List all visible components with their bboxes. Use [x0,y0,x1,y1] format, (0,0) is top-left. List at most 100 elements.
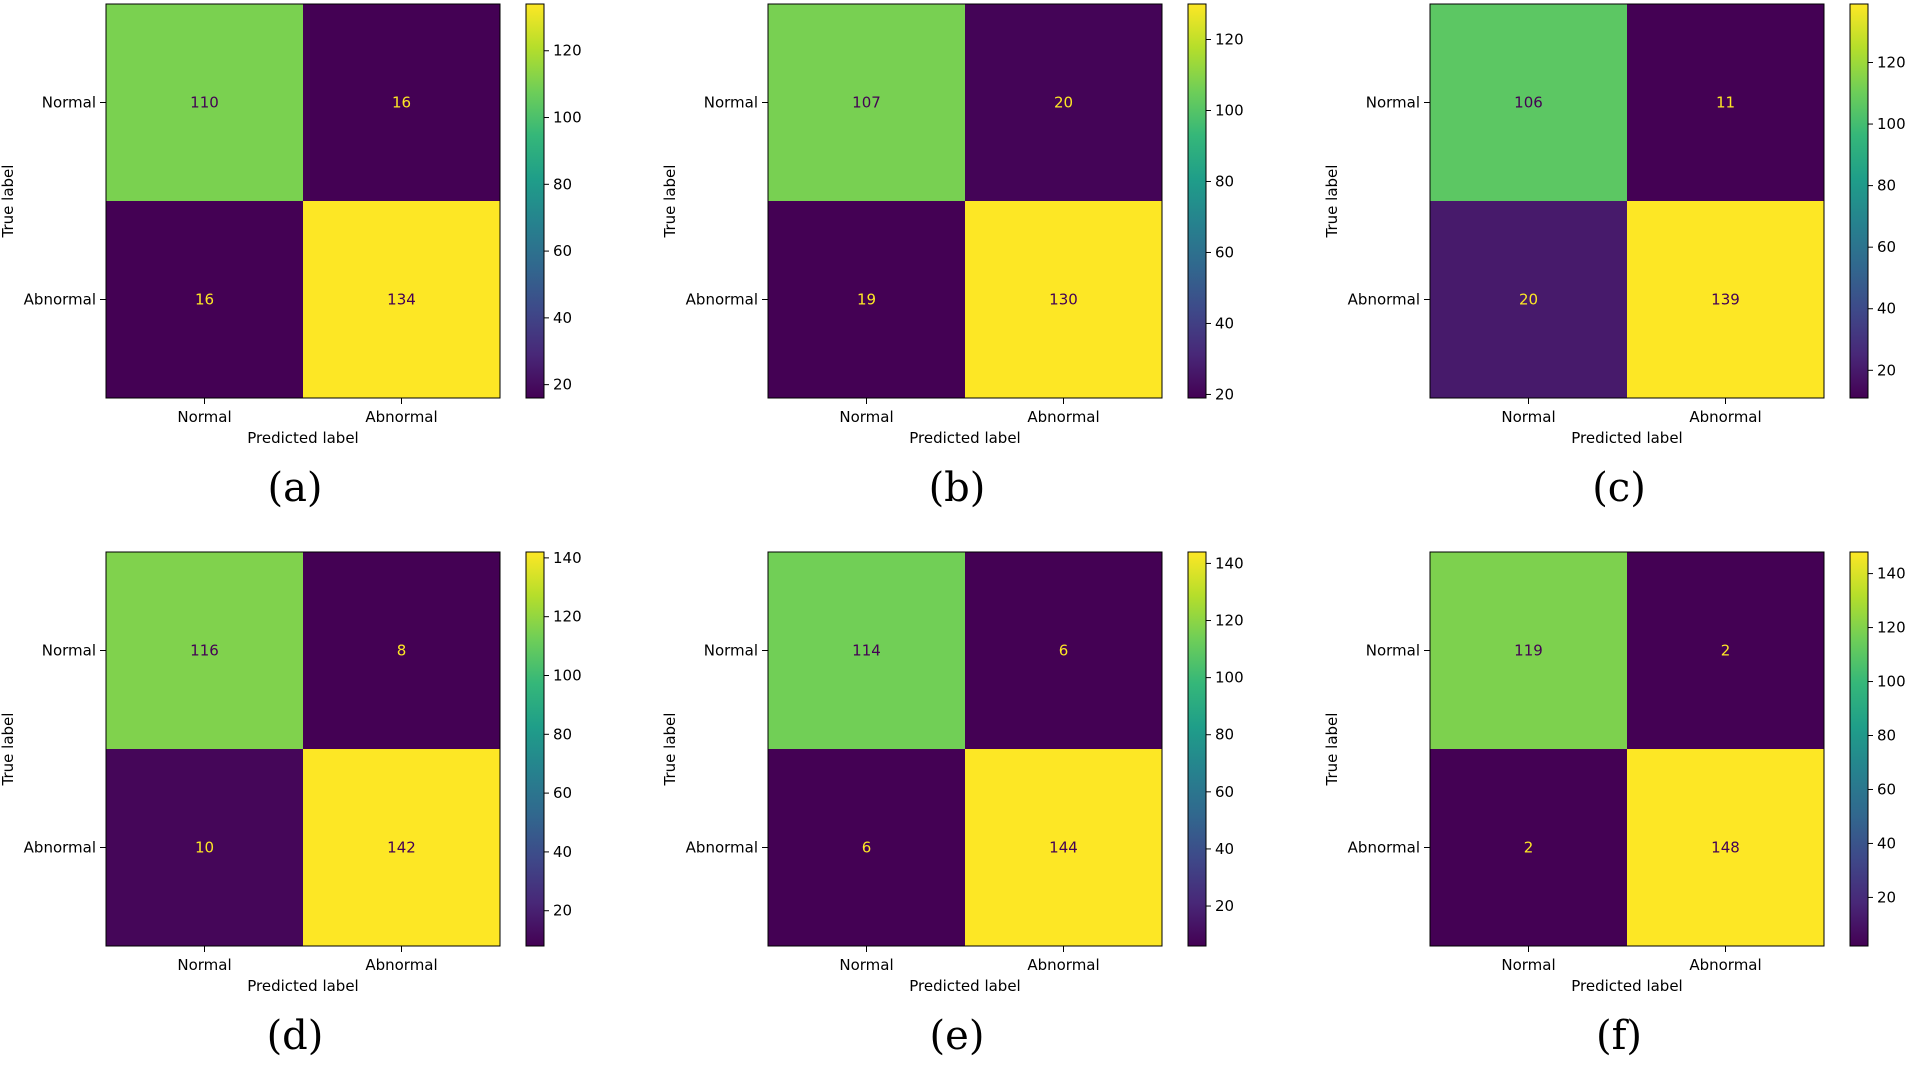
y-tick-label: Normal [1366,94,1420,112]
colorbar-tick-label: 100 [553,666,582,684]
colorbar-tick-label: 140 [553,549,582,567]
colorbar-tick-label: 60 [1877,238,1896,256]
x-tick-label: Abnormal [1689,956,1761,974]
matrix-cell [768,552,965,749]
colorbar-tick-label: 60 [1215,243,1234,261]
matrix-cell [303,749,500,946]
colorbar-tick-label: 20 [1877,361,1896,379]
panel-caption: (e) [930,1013,985,1059]
cell-value-label: 6 [862,839,872,857]
matrix-cell [768,4,965,201]
cell-value-label: 110 [190,94,219,112]
matrix-frame [105,551,501,947]
x-tick-label: Abnormal [1027,956,1099,974]
y-tick-label: Normal [704,642,758,660]
colorbar-tick-label: 100 [553,109,582,127]
y-tick-label: Abnormal [1348,839,1420,857]
confusion-matrix-panel: 107 20 19 130 Normal Abnormal Normal Abnormal Pr… [661,3,1244,511]
confusion-matrix-panel: 114 6 6 144 Normal Abnormal Normal Abnormal Pred… [661,551,1244,1059]
colorbar-tick-label: 120 [553,608,582,626]
colorbar-tick-label: 140 [1215,554,1244,572]
x-axis-label: Predicted label [909,429,1020,447]
matrix-cell [106,201,303,398]
matrix-cell [303,201,500,398]
x-axis-label: Predicted label [909,977,1020,995]
colorbar [525,3,545,399]
x-tick-label: Abnormal [1689,408,1761,426]
x-tick-label: Normal [839,408,893,426]
y-axis-label: True label [661,165,679,239]
colorbar-tick-label: 20 [553,902,572,920]
colorbar-tick-label: 40 [553,843,572,861]
matrix-cell [106,749,303,946]
confusion-matrix-panel: 116 8 10 142 Normal Abnormal Normal Abnormal Pre… [0,549,582,1059]
y-axis-label: True label [0,165,17,239]
cell-value-label: 16 [195,291,214,309]
y-tick-label: Abnormal [24,291,96,309]
matrix-cell [1627,749,1824,946]
confusion-matrix-panel: 119 2 2 148 Normal Abnormal Normal Abnormal Pred… [1323,551,1905,1059]
x-tick-label: Normal [177,408,231,426]
colorbar-tick-label: 60 [553,784,572,802]
colorbar-tick-label: 40 [1215,840,1234,858]
colorbar-tick-label: 100 [1877,115,1905,133]
colorbar-tick-label: 80 [1877,727,1896,745]
cell-value-label: 19 [857,291,876,309]
colorbar-tick-label: 120 [1877,619,1905,637]
x-tick-label: Abnormal [1027,408,1099,426]
colorbar-tick-label: 120 [1215,612,1244,630]
cell-value-label: 8 [397,642,407,660]
panel-caption: (f) [1596,1013,1642,1059]
cell-value-label: 2 [1721,642,1731,660]
colorbar-tick-label: 60 [1215,783,1234,801]
x-axis-label: Predicted label [247,977,358,995]
colorbar-tick-label: 120 [1215,30,1244,48]
colorbar-tick-label: 20 [553,376,572,394]
panel-caption: (a) [267,465,322,511]
y-axis-label: True label [661,713,679,787]
x-tick-label: Normal [177,956,231,974]
colorbar [1187,551,1207,947]
colorbar-tick-label: 140 [1877,565,1905,583]
matrix-cell [965,749,1162,946]
x-axis-label: Predicted label [1571,429,1682,447]
cell-value-label: 139 [1711,291,1740,309]
x-axis-label: Predicted label [1571,977,1682,995]
colorbar-tick-label: 80 [553,175,572,193]
y-axis-label: True label [1323,713,1341,787]
y-axis-label: True label [1323,165,1341,239]
matrix-frame [767,551,1163,947]
cell-value-label: 16 [392,94,411,112]
matrix-frame [767,3,1163,399]
colorbar-tick-label: 60 [1877,780,1896,798]
colorbar [1849,551,1869,947]
colorbar-tick-label: 80 [553,725,572,743]
matrix-cell [303,552,500,749]
colorbar-tick-label: 40 [553,309,572,327]
cell-value-label: 6 [1059,642,1069,660]
y-tick-label: Normal [1366,642,1420,660]
colorbar-tick-label: 120 [1877,53,1905,71]
cell-value-label: 119 [1514,642,1543,660]
matrix-cell [1430,749,1627,946]
colorbar-tick-label: 100 [1877,673,1905,691]
matrix-cell [1430,201,1627,398]
matrix-cell [1430,4,1627,201]
y-tick-label: Abnormal [686,291,758,309]
panel-caption: (b) [929,465,986,511]
matrix-cell [768,749,965,946]
matrix-cell [106,552,303,749]
matrix-cell [1430,552,1627,749]
confusion-matrix-panel: 106 11 20 139 Normal Abnormal Normal Abnormal Pr… [1323,3,1905,511]
panel-caption: (c) [1592,465,1646,511]
cell-value-label: 10 [195,839,214,857]
cell-value-label: 144 [1049,839,1078,857]
x-tick-label: Normal [839,956,893,974]
y-tick-label: Abnormal [1348,291,1420,309]
colorbar-tick-label: 20 [1877,888,1896,906]
x-axis-label: Predicted label [247,429,358,447]
matrix-cell [1627,201,1824,398]
matrix-cell [1627,552,1824,749]
cell-value-label: 2 [1524,839,1534,857]
